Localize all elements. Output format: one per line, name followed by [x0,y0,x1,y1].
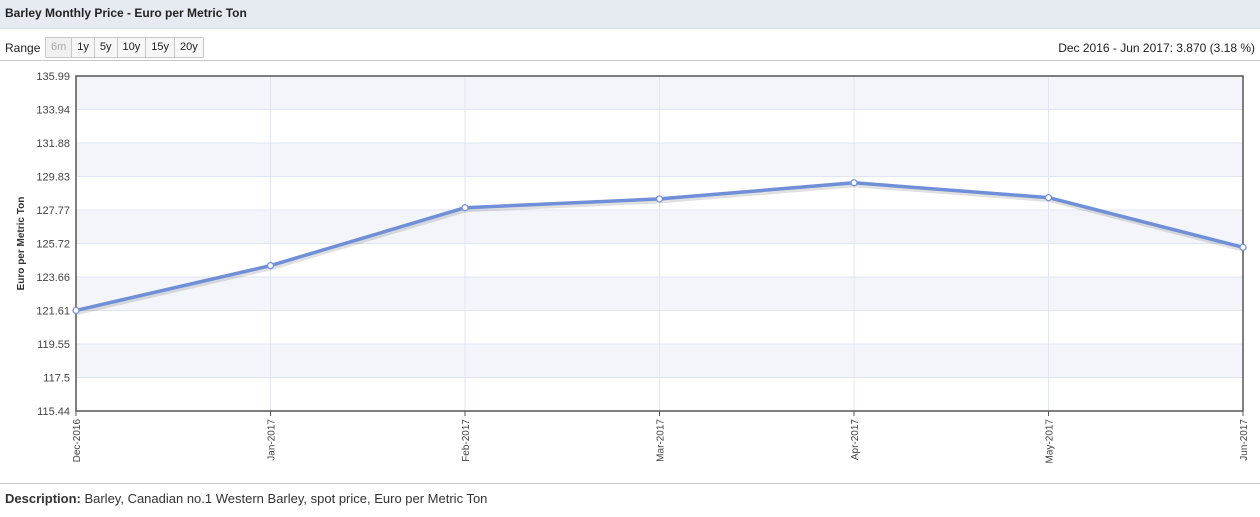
range-button-20y[interactable]: 20y [175,38,203,57]
y-tick-label: 115.44 [37,406,70,418]
data-point [1239,243,1247,251]
x-tick-label: Feb-2017 [461,419,472,462]
data-point [72,306,80,315]
description: Description: Barley, Canadian no.1 Weste… [5,491,487,506]
y-axis-title: Euro per Metric Ton [16,197,27,291]
x-tick-label: May-2017 [1045,419,1056,464]
x-tick-label: Jun-2017 [1239,419,1250,461]
y-tick-label: 135.99 [36,71,70,83]
data-point [266,261,275,270]
description-text: Barley, Canadian no.1 Western Barley, sp… [80,491,488,506]
range-toolbar: Range 6m 1y 5y 10y 15y 20y Dec 2016 - Jun 201… [0,36,1260,60]
x-tick-label: Dec-2016 [72,419,83,463]
y-tick-label: 129.83 [36,172,70,184]
y-tick-label: 133.94 [36,105,70,117]
data-point [1044,194,1053,202]
y-tick-label: 123.66 [36,272,70,284]
y-tick-label: 119.55 [37,339,70,351]
plot-frame [75,75,1244,412]
range-button-15y[interactable]: 15y [146,38,176,57]
x-tick-label: Apr-2017 [850,419,861,461]
y-tick-label: 127.77 [36,205,70,217]
line-chart: 135.99 133.94 131.88 129.83 127.77 125.72 123.… [16,71,1250,464]
description-row: Description: Barley, Canadian no.1 Weste… [0,483,1260,517]
x-tick-label: Jan-2017 [267,419,278,461]
data-point [461,204,469,212]
range-button-6m[interactable]: 6m [46,38,73,57]
y-tick-label: 125.72 [36,239,70,251]
y-tick-label: 121.61 [36,306,70,318]
range-button-group: 6m 1y 5y 10y 15y 20y [45,37,204,58]
change-summary: Dec 2016 - Jun 2017: 3.870 (3.18 %) [1058,41,1255,55]
data-point [850,179,858,187]
range-label: Range [5,41,41,55]
data-point [655,195,664,203]
range-button-5y[interactable]: 5y [94,38,118,57]
x-tick-label: Mar-2017 [656,419,667,462]
y-tick-label: 117.5 [43,373,70,385]
chart-area: 135.99 133.94 131.88 129.83 127.77 125.72 123.… [0,60,1260,481]
description-label: Description: [5,491,81,506]
range-button-10y[interactable]: 10y [117,38,147,57]
range-button-1y[interactable]: 1y [72,38,95,57]
y-tick-label: 131.88 [36,138,70,150]
title-bar: Barley Monthly Price - Euro per Metric T… [0,0,1260,29]
chart-title: Barley Monthly Price - Euro per Metric T… [5,6,247,20]
